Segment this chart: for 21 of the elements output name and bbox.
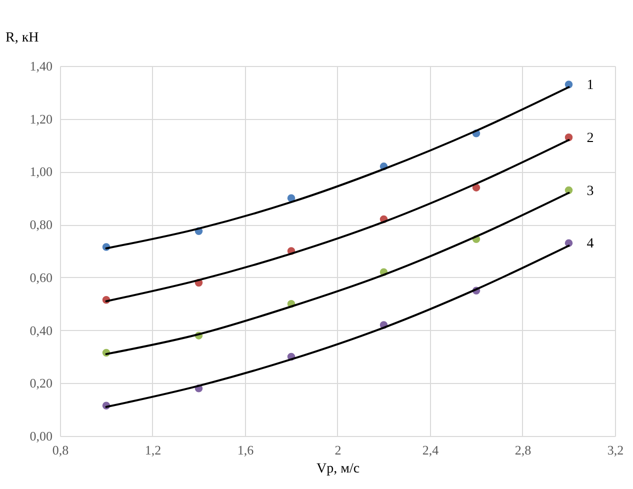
y-tick-label: 0,60 xyxy=(30,270,52,285)
series-label: 1 xyxy=(586,78,594,94)
series-label: 4 xyxy=(586,236,594,252)
y-tick-label: 1,40 xyxy=(30,58,52,74)
x-tick-label: 1,2 xyxy=(144,442,162,458)
y-tick-label: 0,80 xyxy=(30,217,52,232)
series-label: 2 xyxy=(586,131,594,146)
x-axis-title: Vр, м/с xyxy=(316,462,360,476)
series-label: 3 xyxy=(586,184,594,199)
x-tick-label: 0,8 xyxy=(52,442,69,458)
y-tick-label: 0,20 xyxy=(30,376,52,391)
x-tick-label: 3,2 xyxy=(607,442,624,458)
x-tick-label: 2,4 xyxy=(422,442,440,458)
x-tick-label: 1,6 xyxy=(237,442,254,458)
y-tick-label: 1,20 xyxy=(30,111,52,126)
y-tick-label: 0,00 xyxy=(30,428,52,444)
y-tick-label: 1,00 xyxy=(30,164,52,180)
y-tick-label: 0,40 xyxy=(30,322,52,338)
x-tick-label: 2 xyxy=(334,442,342,458)
x-tick-label: 2,8 xyxy=(514,442,532,458)
y-axis-title: R, кН xyxy=(6,30,39,46)
